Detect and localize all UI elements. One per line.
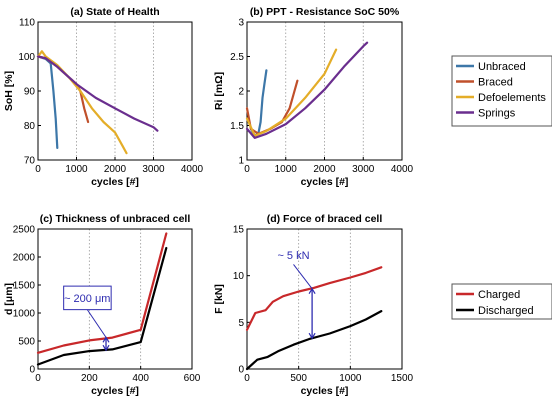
chart-3-y-tick-label: 15 — [233, 225, 245, 236]
chart-0-y-tick-label: 80 — [24, 121, 36, 132]
chart-1-y-tick-label: 2.5 — [230, 52, 244, 63]
chart-3-x-tick-label: 1000 — [339, 373, 362, 384]
chart-2-y-tick-label: 500 — [18, 337, 35, 348]
chart-0-x-tick-label: 2000 — [104, 164, 127, 175]
chart-1-y-tick-label: 2 — [238, 87, 244, 98]
chart-0-x-tick-label: 4000 — [181, 164, 204, 175]
chart-1-y-tick-label: 1.5 — [230, 121, 244, 132]
chart-3-x-tick-label: 500 — [290, 373, 307, 384]
chart-3-x-tick-label: 0 — [244, 373, 250, 384]
chart-0-x-tick-label: 1000 — [65, 164, 88, 175]
chart-1-x-tick-label: 1000 — [275, 164, 298, 175]
legend-0-label-defoelements: Defoelements — [478, 92, 546, 104]
chart-1-y-tick-label: 3 — [238, 18, 244, 29]
chart-0-x-axis-label: cycles [#] — [91, 176, 139, 188]
legend-0-box — [451, 55, 552, 127]
chart-0-y-tick-label: 100 — [18, 52, 35, 63]
chart-2-gap-arrowhead-top — [102, 336, 110, 343]
chart-2-x-tick-label: 400 — [132, 373, 149, 384]
legend-1-label-charged: Charged — [478, 289, 520, 301]
chart-3-y-axis-label: F [kN] — [213, 284, 225, 314]
chart-3-plot-area — [247, 229, 402, 369]
chart-2-series-discharged-line — [36, 246, 168, 366]
chart-0-y-tick-label: 90 — [24, 87, 36, 98]
chart-1-x-tick-label: 0 — [244, 164, 250, 175]
chart-2-y-axis-label: d [μm] — [3, 283, 15, 315]
chart-1-x-tick-label: 3000 — [352, 164, 375, 175]
chart-2-annotation-leader — [86, 309, 107, 338]
chart-3-title: (d) Force of braced cell — [267, 213, 383, 225]
chart-2-y-tick-label: 1500 — [13, 281, 36, 292]
chart-0-plot-area — [38, 22, 192, 160]
chart-3-y-tick-label: 10 — [233, 271, 245, 282]
chart-2-y-tick-label: 2500 — [13, 225, 36, 236]
chart-0-series-springs-line — [36, 55, 159, 132]
chart-2-axes-frame — [37, 228, 193, 370]
chart-3-y-tick-label: 0 — [238, 365, 244, 376]
chart-2-x-tick-label: 0 — [35, 373, 41, 384]
chart-1-title: (b) PPT - Resistance SoC 50% — [250, 6, 400, 18]
chart-1-x-tick-label: 2000 — [313, 164, 336, 175]
chart-0-y-tick-label: 70 — [24, 156, 36, 167]
chart-2-series-charged-line — [36, 232, 168, 354]
chart-1-y-tick-label: 1 — [238, 156, 244, 167]
chart-0-title: (a) State of Health — [70, 6, 159, 18]
chart-0-x-tick-label: 3000 — [142, 164, 165, 175]
legend-0-label-unbraced: Unbraced — [478, 61, 526, 73]
chart-3-annotation-leader — [293, 264, 313, 290]
chart-3-x-tick-label: 1500 — [391, 373, 414, 384]
chart-3-x-axis-label: cycles [#] — [301, 385, 349, 397]
legend-1-box — [451, 283, 552, 320]
chart-0-series-defoelements-line — [36, 50, 128, 155]
chart-3-axes-frame — [246, 228, 403, 370]
chart-2-gap-arrowhead-bottom — [102, 344, 110, 352]
chart-2-title: (c) Thickness of unbraced cell — [40, 213, 191, 225]
chart-3-y-tick-label: 5 — [238, 318, 244, 329]
chart-0-y-tick-label: 110 — [19, 18, 35, 29]
chart-3-series-discharged-line — [245, 310, 383, 371]
chart-2-x-axis-label: cycles [#] — [91, 385, 139, 397]
chart-3-series-charged-line — [245, 266, 383, 331]
chart-3-gap-arrowhead-bottom — [308, 332, 316, 340]
chart-1-x-axis-label: cycles [#] — [301, 176, 349, 188]
chart-2-y-tick-label: 0 — [29, 365, 35, 376]
chart-2-annotation-label: ~ 200 μm — [64, 293, 110, 305]
legend-1-label-discharged: Discharged — [478, 305, 534, 317]
chart-2-x-tick-label: 600 — [184, 373, 201, 384]
chart-3-annotation-label: ~ 5 kN — [277, 250, 309, 262]
chart-2-x-tick-label: 200 — [81, 373, 98, 384]
chart-1-y-axis-label: Ri [mΩ] — [213, 72, 225, 110]
chart-2-y-tick-label: 2000 — [13, 253, 36, 264]
chart-1-series-defoelements-line — [245, 48, 338, 137]
chart-0-x-tick-label: 0 — [35, 164, 41, 175]
legend-0-label-springs: Springs — [478, 108, 516, 120]
chart-0-y-axis-label: SoH [%] — [3, 71, 15, 111]
legend-0-label-braced: Braced — [478, 77, 513, 89]
chart-1-series-springs-line — [245, 41, 369, 139]
chart-1-x-tick-label: 4000 — [391, 164, 414, 175]
chart-2-y-tick-label: 1000 — [13, 309, 36, 320]
